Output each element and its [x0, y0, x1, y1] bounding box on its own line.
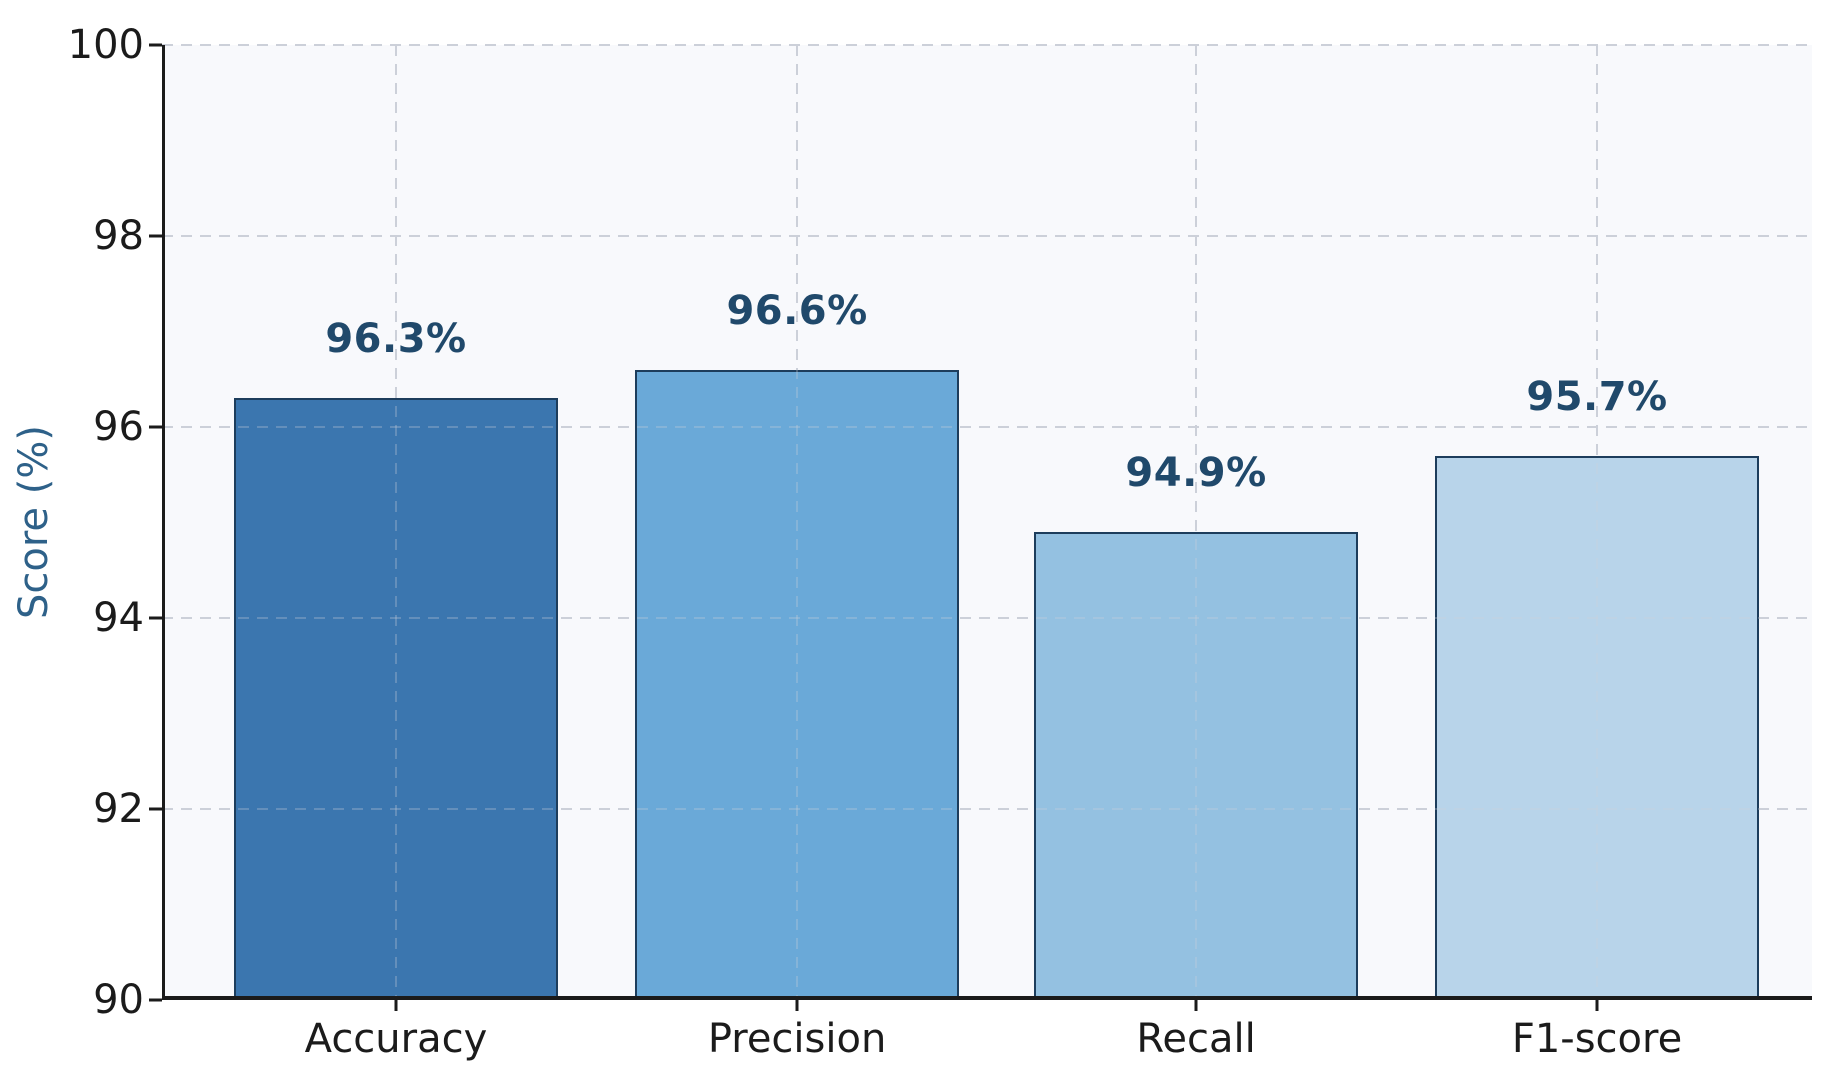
x-axis-tick-label: Precision [707, 1016, 887, 1062]
y-tick-mark [149, 807, 162, 811]
gridline-horizontal [162, 808, 1812, 810]
gridline-horizontal [162, 44, 1812, 46]
y-tick-mark [149, 43, 162, 47]
gridline-vertical [1195, 45, 1198, 1000]
x-axis-tick-label: F1-score [1511, 1016, 1683, 1062]
bar-value-label: 95.7% [1526, 373, 1668, 420]
y-axis-title: Score (%) [11, 425, 57, 619]
y-axis-spine [162, 45, 165, 1000]
bar-recall [1034, 532, 1358, 1000]
plot-area: 90 92 94 96 98 100 96.3% Accuracy 96.6% Precision… [68, 22, 1812, 1062]
gridline-vertical [1195, 45, 1198, 1000]
gridline-vertical [796, 45, 799, 1000]
bar-value-label: 94.9% [1125, 450, 1267, 497]
gridline-horizontal [162, 617, 1812, 619]
x-tick-mark [1595, 1000, 1599, 1011]
y-axis-tick-label: 96 [93, 404, 144, 450]
x-tick-mark [795, 1000, 799, 1011]
bar-value-label: 96.3% [325, 316, 467, 363]
y-tick-mark [149, 616, 162, 620]
gridline-horizontal [162, 426, 1812, 428]
gridline-vertical [394, 45, 397, 1000]
y-axis-tick-label: 90 [93, 977, 144, 1023]
x-tick-mark [394, 1000, 398, 1011]
bar-precision [635, 369, 959, 1000]
y-axis-tick-label: 98 [93, 213, 144, 259]
x-tick-mark [1194, 1000, 1198, 1011]
gridline-vertical [1596, 45, 1598, 1000]
gridline-horizontal [162, 426, 1812, 428]
bar-value-label: 96.6% [726, 287, 868, 334]
y-tick-mark [149, 425, 162, 429]
gridline-horizontal [162, 617, 1812, 619]
gridline-horizontal [162, 235, 1812, 237]
y-axis-tick-label: 94 [93, 595, 144, 641]
x-axis-tick-label: Recall [1136, 1016, 1256, 1062]
y-tick-mark [149, 998, 162, 1002]
x-axis-spine [162, 996, 1812, 1000]
gridline-horizontal [162, 44, 1812, 46]
gridline-horizontal [162, 235, 1812, 237]
gridline-horizontal [162, 808, 1812, 810]
bar-f1-score [1435, 455, 1759, 1000]
x-axis-tick-label: Accuracy [304, 1016, 488, 1062]
y-axis-tick-label: 92 [93, 786, 144, 832]
y-tick-mark [149, 234, 162, 238]
bar-accuracy [234, 398, 558, 1000]
y-axis-tick-label: 100 [67, 22, 144, 68]
